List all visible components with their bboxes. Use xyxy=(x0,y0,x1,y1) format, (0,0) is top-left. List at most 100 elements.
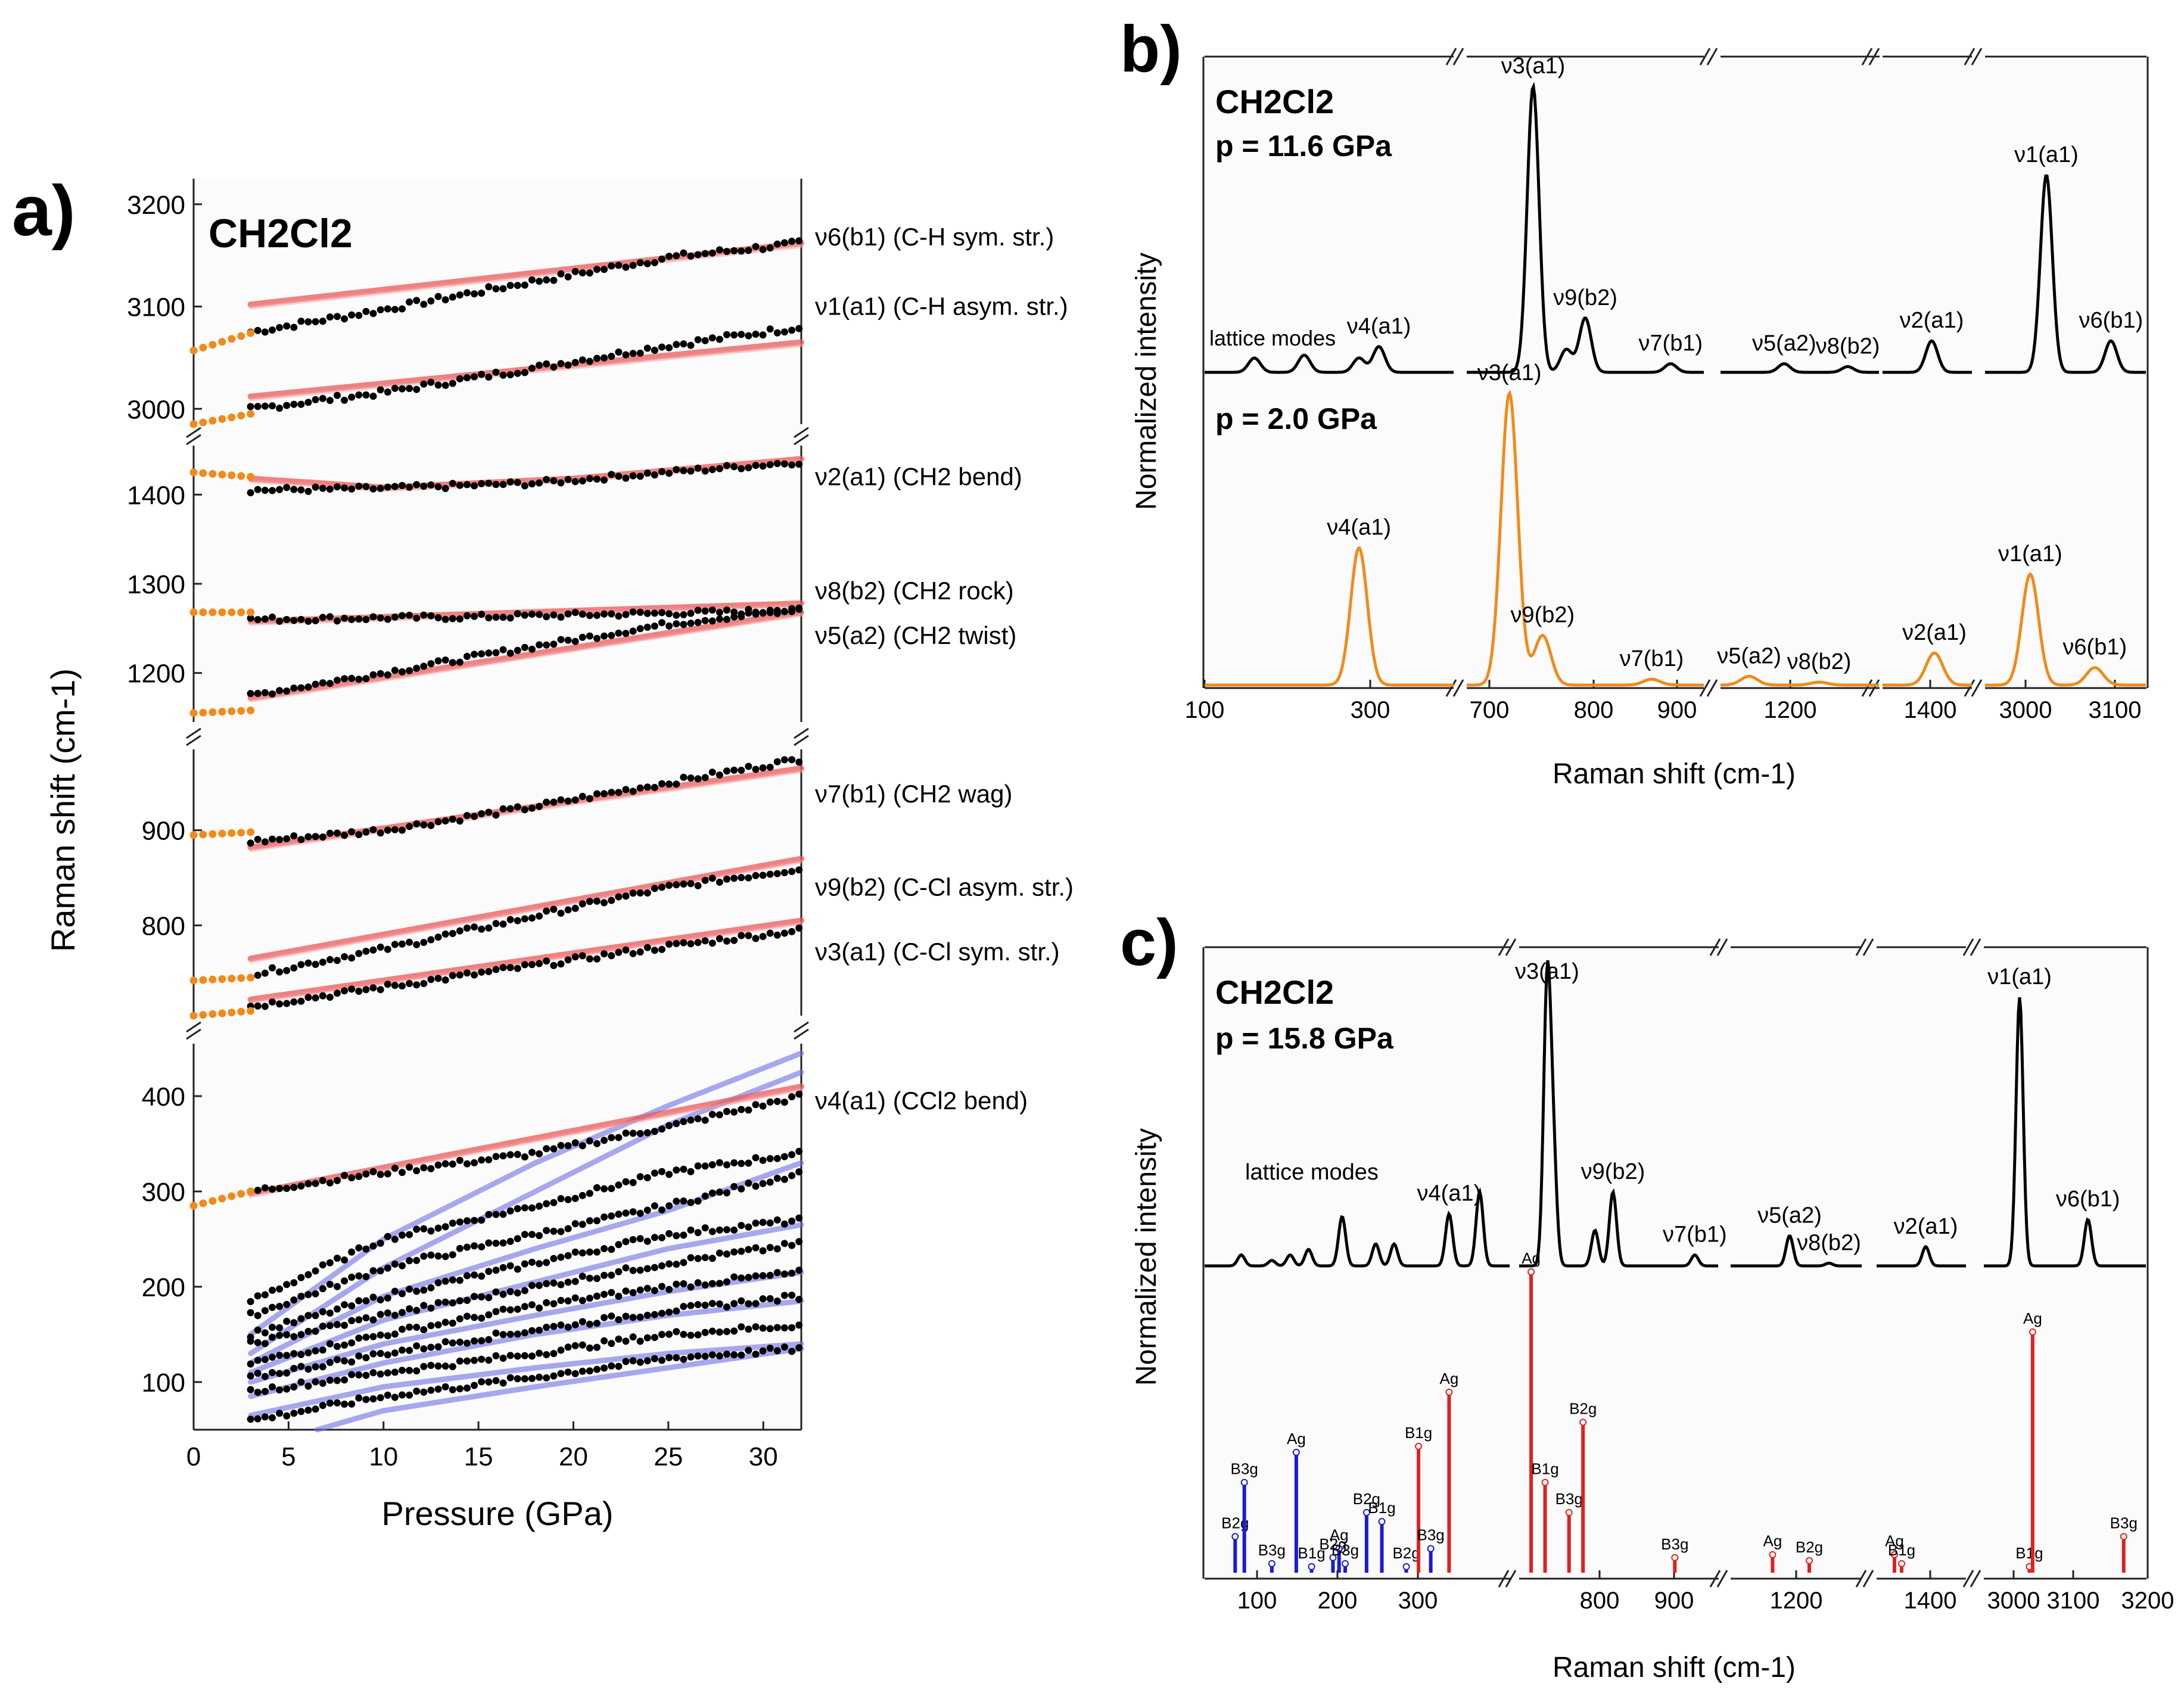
exp-point xyxy=(521,1153,528,1161)
low-pressure-point xyxy=(218,708,226,716)
lattice-exp-point xyxy=(406,1286,413,1293)
lattice-exp-point xyxy=(651,1334,658,1342)
exp-point xyxy=(536,362,543,369)
exp-point xyxy=(399,826,406,834)
compound-title-a: CH2Cl2 xyxy=(209,211,353,256)
lattice-exp-point xyxy=(254,1339,262,1346)
exp-point xyxy=(384,671,391,679)
lattice-exp-point xyxy=(441,1362,449,1370)
exp-point xyxy=(326,994,334,1001)
exp-point xyxy=(629,350,637,357)
exp-point xyxy=(326,680,334,687)
x-axis-label-a: Pressure (GPa) xyxy=(382,1495,614,1532)
exp-point xyxy=(680,621,687,628)
exp-point xyxy=(738,331,745,338)
exp-point xyxy=(427,481,435,489)
lattice-exp-point xyxy=(319,1308,326,1315)
lattice-exp-point xyxy=(564,1368,572,1376)
b-11.6-peak-label: ν1(a1) xyxy=(2014,142,2079,167)
x-tick-label: 25 xyxy=(654,1442,683,1471)
lattice-exp-point xyxy=(506,1306,514,1314)
lattice-exp-point xyxy=(369,1395,377,1403)
lattice-exp-point xyxy=(499,1379,507,1387)
lattice-exp-point xyxy=(745,1246,752,1253)
c-spectrum-line xyxy=(1731,1234,1862,1268)
exp-point xyxy=(557,960,565,968)
exp-point xyxy=(701,337,709,344)
exp-point xyxy=(557,479,565,487)
exp-point xyxy=(506,1151,514,1159)
exp-point xyxy=(715,246,723,254)
lattice-exp-point xyxy=(622,1337,630,1345)
lattice-exp-point xyxy=(593,1320,601,1327)
lattice-exp-point xyxy=(745,1325,752,1333)
lattice-exp-point xyxy=(766,1271,774,1279)
low-pressure-point xyxy=(228,413,236,422)
exp-point xyxy=(730,613,738,621)
lattice-exp-point xyxy=(434,1362,442,1370)
calc-stick-label: B3g xyxy=(1417,1526,1444,1544)
low-pressure-point xyxy=(199,469,207,477)
exp-point xyxy=(601,1137,608,1144)
exp-point xyxy=(449,293,456,301)
exp-point xyxy=(622,630,630,637)
calc-stick-label: B3g xyxy=(1331,1541,1359,1559)
x-tick-label: 0 xyxy=(186,1442,201,1471)
c-x-tick-label: 1400 xyxy=(1904,1588,1957,1614)
exp-point xyxy=(276,1185,284,1192)
lattice-exp-point xyxy=(773,1269,781,1277)
lattice-exp-point xyxy=(413,1256,421,1264)
exp-point xyxy=(564,273,572,281)
lattice-exp-point xyxy=(759,1180,767,1187)
exp-point xyxy=(319,992,326,1000)
lattice-exp-point xyxy=(701,1224,709,1232)
exp-point xyxy=(701,250,709,257)
lattice-exp-point xyxy=(369,1316,377,1324)
exp-point xyxy=(608,952,615,960)
lattice-exp-point xyxy=(694,1162,702,1170)
lattice-calc-curve xyxy=(248,1341,804,1418)
lattice-exp-point xyxy=(788,1348,796,1355)
exp-point xyxy=(348,985,356,993)
lattice-exp-point xyxy=(413,1387,421,1395)
low-pressure-point xyxy=(237,707,245,715)
lattice-exp-point xyxy=(492,1352,500,1359)
exp-point xyxy=(521,961,528,969)
lattice-exp-point xyxy=(456,1385,463,1393)
exp-point xyxy=(601,476,608,484)
exp-point xyxy=(766,606,774,614)
exp-point xyxy=(463,481,471,488)
exp-point xyxy=(413,981,421,989)
exp-point xyxy=(485,808,493,816)
lattice-exp-point xyxy=(680,1280,687,1287)
exp-point xyxy=(399,1169,406,1177)
b-2.0-peak-label: ν5(a2) xyxy=(1717,643,1781,668)
lattice-exp-point xyxy=(514,1330,521,1338)
axes-b: 100 300 700 800 900 1200 1400 3000 3100 xyxy=(1185,48,2149,723)
exp-point xyxy=(391,982,399,989)
exp-point xyxy=(290,400,298,408)
exp-point xyxy=(629,472,637,480)
y-axis-label-b: Normalized intensity xyxy=(1131,253,1162,510)
lattice-exp-point xyxy=(550,1227,558,1235)
lattice-exp-point xyxy=(745,1223,752,1231)
lattice-exp-point xyxy=(406,1367,413,1374)
exp-point xyxy=(456,481,463,489)
exp-point xyxy=(341,484,349,492)
exp-point xyxy=(730,936,738,944)
lattice-exp-point xyxy=(636,1173,644,1181)
exp-point xyxy=(434,657,442,665)
exp-point xyxy=(723,248,730,256)
exp-point xyxy=(377,1171,384,1178)
lattice-exp-point xyxy=(608,1246,615,1253)
exp-point xyxy=(629,788,637,795)
low-pressure-point xyxy=(209,608,217,617)
c-peak-label: ν3(a1) xyxy=(1515,959,1579,984)
lattice-exp-point xyxy=(434,1279,442,1287)
exp-point xyxy=(593,266,601,273)
lattice-exp-point xyxy=(643,1334,651,1342)
exp-point xyxy=(745,332,752,340)
exp-point xyxy=(528,480,536,488)
lattice-exp-point xyxy=(738,1297,745,1305)
exp-point xyxy=(759,462,767,470)
